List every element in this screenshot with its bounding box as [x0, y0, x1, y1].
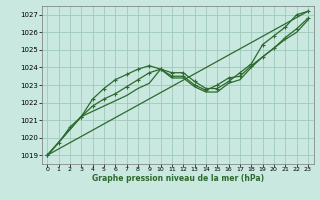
X-axis label: Graphe pression niveau de la mer (hPa): Graphe pression niveau de la mer (hPa)	[92, 174, 264, 183]
